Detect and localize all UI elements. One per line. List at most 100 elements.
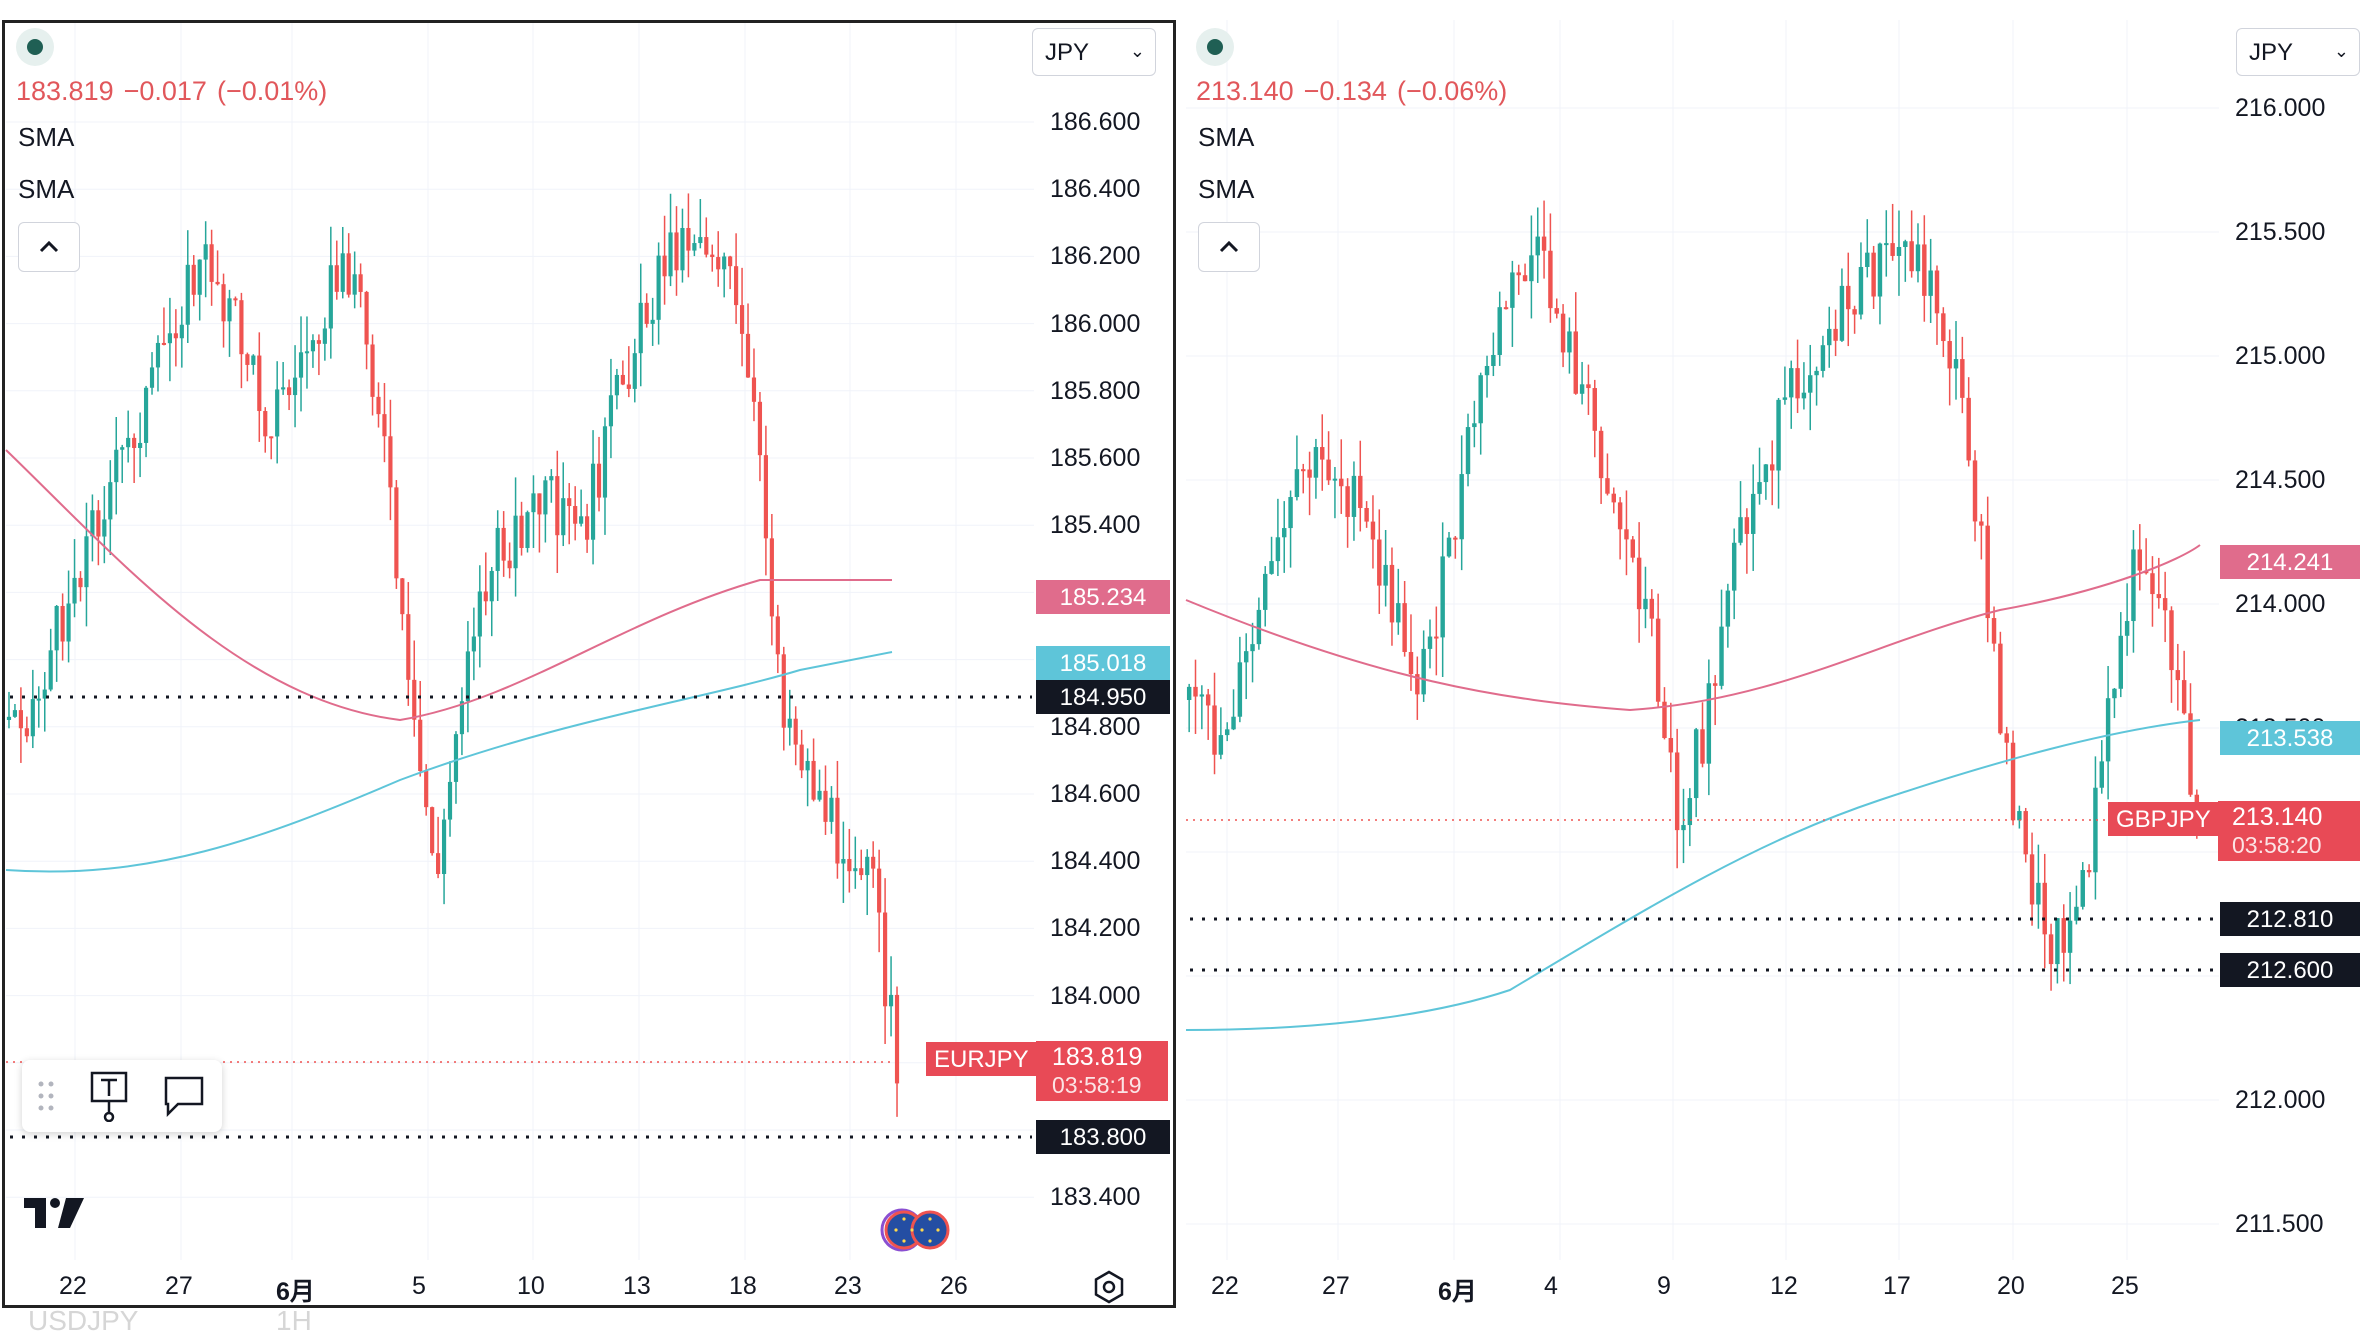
currency-selector[interactable]: JPY ⌄ [1032, 28, 1156, 76]
line-price-label: 212.810 [2220, 902, 2360, 936]
candle-body [42, 689, 47, 699]
candle-body [710, 254, 715, 258]
price-tick-label: 212.000 [2235, 1086, 2326, 1114]
sma-long-line[interactable] [1185, 544, 2201, 712]
candle-body [1288, 497, 1293, 529]
sma-short-line[interactable] [5, 651, 893, 873]
candle-body [1909, 241, 1914, 272]
symbol-status-icon[interactable] [16, 28, 54, 66]
candle-body [1744, 517, 1750, 534]
candle-body [2061, 918, 2066, 953]
candle-body [1605, 478, 1610, 494]
drawing-floating-toolbar[interactable] [22, 1060, 222, 1132]
candle-body [728, 256, 733, 267]
chart-pane-gbpjpy[interactable]: 213.140 −0.134 (−0.06%) SMA SMA JPY ⌄ 216.… [1180, 0, 2360, 1331]
candle-body [1332, 478, 1338, 481]
candle-body [692, 243, 697, 251]
price-tick-label: 186.600 [1050, 108, 1141, 136]
time-tick-label: 25 [2111, 1272, 2139, 1300]
candle-body [1922, 244, 1927, 296]
candle-body [1453, 537, 1458, 540]
collapse-indicators-button[interactable] [1198, 222, 1260, 272]
candle-body [30, 699, 35, 737]
price-tick-label: 186.000 [1050, 309, 1141, 338]
candle-body [72, 577, 77, 604]
indicator-label-sma-2[interactable]: SMA [18, 174, 75, 204]
candle-body [871, 856, 876, 869]
candle-body [888, 994, 894, 1007]
candle-body [1510, 272, 1515, 308]
text-tool-icon[interactable] [88, 1070, 132, 1122]
candle-body [1497, 307, 1502, 355]
chevron-up-icon [1219, 240, 1239, 253]
sma-short-line[interactable] [1185, 719, 2201, 1031]
candle-body [1263, 573, 1268, 610]
candle-body [84, 536, 89, 588]
line-price-label: 184.950 [1036, 680, 1170, 714]
collapse-indicators-button[interactable] [18, 222, 80, 272]
candle-body [334, 265, 339, 292]
candle-body [2181, 680, 2187, 714]
candle-body [1389, 564, 1395, 623]
candle-body [1871, 252, 1876, 297]
candle-body [406, 614, 411, 680]
candle-body [1205, 694, 1211, 706]
candle-body [376, 396, 381, 415]
candle-body [1693, 729, 1699, 799]
candle-body [1928, 270, 1933, 296]
candle-body [1294, 469, 1300, 498]
candle-body [2086, 870, 2092, 873]
candle-body [1186, 686, 1192, 700]
price-chart-eurjpy[interactable] [0, 0, 1180, 1331]
indicator-label-sma-1[interactable]: SMA [18, 122, 75, 152]
candle-body [1554, 308, 1559, 314]
comment-icon[interactable] [162, 1074, 206, 1118]
price-chart-gbpjpy[interactable] [1180, 0, 2360, 1331]
candle-body [1193, 686, 1198, 697]
candle-body [281, 387, 286, 390]
symbol-status-icon[interactable] [1196, 28, 1234, 66]
candle-body [2150, 573, 2155, 595]
candle-body [436, 853, 441, 875]
candle-body [1934, 270, 1940, 314]
candle-body [263, 411, 268, 437]
indicator-label-sma-1[interactable]: SMA [1198, 122, 1255, 152]
bar-countdown: 03:58:19 [1052, 1072, 1142, 1098]
indicator-label-sma-2[interactable]: SMA [1198, 174, 1255, 204]
candle-body [1738, 517, 1743, 543]
candle-body [567, 498, 572, 507]
candle-body [781, 654, 786, 728]
candle-body [1884, 243, 1889, 246]
price-tick-label: 186.200 [1050, 242, 1141, 271]
candle-body [608, 395, 614, 427]
tradingview-logo-icon[interactable] [22, 1196, 86, 1230]
candle-body [346, 253, 351, 295]
candle-body [388, 436, 393, 488]
sma-long-line[interactable] [5, 449, 892, 722]
candle-body [310, 340, 316, 352]
chevron-up-icon [39, 240, 59, 253]
currency-selector[interactable]: JPY ⌄ [2236, 28, 2360, 76]
candle-body [1548, 250, 1553, 309]
candle-body [1586, 384, 1591, 389]
chart-pane-eurjpy[interactable]: 183.819 −0.017 (−0.01%) SMA SMA JPY ⌄ 186.… [0, 0, 1180, 1331]
candle-body [2131, 549, 2136, 622]
settings-gear-icon[interactable] [1092, 1270, 1126, 1304]
candle-body [239, 300, 244, 355]
candle-body [1947, 341, 1952, 369]
candle-body [555, 476, 560, 536]
candle-body [1858, 266, 1864, 315]
drag-handle-icon[interactable] [36, 1078, 56, 1114]
candle-body [12, 710, 18, 717]
price-change: −0.017 [123, 76, 207, 106]
candle-body [698, 237, 703, 244]
candle-body [1757, 482, 1762, 494]
candle-body [579, 516, 584, 524]
candle-body [1750, 493, 1756, 534]
candle-body [1960, 359, 1965, 398]
candle-body [2029, 854, 2035, 905]
candle-body [245, 354, 250, 365]
candle-body [1478, 375, 1483, 424]
candle-body [2169, 610, 2174, 671]
event-flags-icon[interactable] [868, 1205, 964, 1255]
